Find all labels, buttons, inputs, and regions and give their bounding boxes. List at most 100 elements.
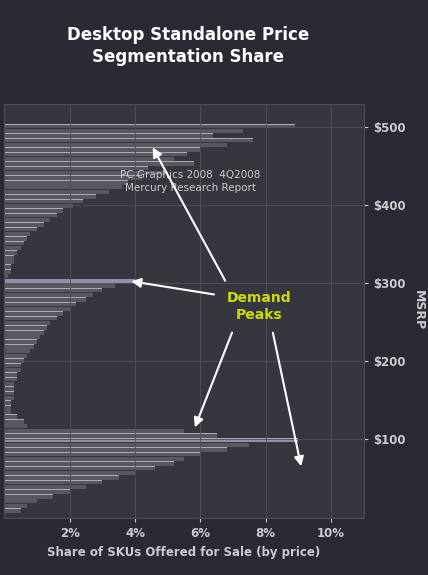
Bar <box>4 485 86 489</box>
Bar <box>4 208 63 213</box>
Bar <box>4 297 86 302</box>
Bar <box>4 288 102 289</box>
Bar <box>4 382 14 386</box>
Bar <box>4 288 102 292</box>
Bar <box>4 367 21 368</box>
Bar <box>4 147 200 152</box>
Bar <box>4 443 250 447</box>
Bar <box>4 241 24 246</box>
Bar <box>4 311 63 312</box>
Bar <box>4 405 11 406</box>
Bar <box>4 400 11 401</box>
Bar <box>4 138 253 139</box>
Bar <box>4 377 18 378</box>
Bar <box>4 419 24 420</box>
Bar <box>4 447 226 452</box>
Bar <box>4 368 21 372</box>
Bar <box>4 302 76 306</box>
Bar <box>4 185 122 189</box>
Bar <box>4 255 14 256</box>
Bar <box>4 157 174 161</box>
Bar <box>4 293 92 297</box>
Bar <box>4 269 11 270</box>
Bar <box>4 410 11 414</box>
Bar <box>4 213 56 217</box>
Bar <box>4 236 27 237</box>
Bar <box>4 471 135 475</box>
Bar <box>4 180 128 181</box>
Bar <box>4 236 27 241</box>
Bar <box>4 438 298 442</box>
Bar <box>4 279 135 283</box>
Bar <box>4 401 11 405</box>
Bar <box>4 171 168 175</box>
Bar <box>4 447 226 448</box>
Bar <box>4 227 37 228</box>
Bar <box>4 339 37 340</box>
Bar <box>4 461 174 462</box>
Bar <box>4 358 24 363</box>
Bar <box>4 217 50 218</box>
Bar <box>4 372 18 373</box>
Bar <box>4 199 83 200</box>
Bar <box>4 373 18 377</box>
Bar <box>4 410 11 411</box>
Bar <box>4 480 102 485</box>
Bar <box>4 166 148 170</box>
Bar <box>4 264 11 269</box>
Bar <box>4 124 295 125</box>
Bar <box>4 494 54 499</box>
Bar <box>4 438 298 439</box>
Bar <box>4 434 217 438</box>
Bar <box>4 264 11 265</box>
Bar <box>4 504 27 508</box>
Bar <box>4 344 34 348</box>
Bar <box>4 143 226 147</box>
Bar <box>4 489 70 494</box>
Bar <box>4 508 21 513</box>
Bar <box>4 138 253 143</box>
Bar <box>4 428 184 433</box>
Bar <box>4 480 102 481</box>
Bar <box>4 199 83 204</box>
Bar <box>4 499 37 503</box>
Bar <box>4 274 8 278</box>
Bar <box>4 316 56 317</box>
Bar <box>4 175 142 176</box>
Bar <box>4 386 14 391</box>
Bar <box>4 489 70 490</box>
Bar <box>4 316 56 320</box>
Bar <box>4 424 27 428</box>
Bar <box>4 124 295 128</box>
Bar <box>4 157 174 158</box>
Bar <box>4 386 14 387</box>
Bar <box>4 162 194 166</box>
Bar <box>4 194 96 198</box>
Bar <box>4 415 18 419</box>
Bar <box>4 466 155 467</box>
Bar <box>4 466 155 470</box>
Bar <box>4 190 109 194</box>
Bar <box>4 349 30 350</box>
Bar <box>4 306 70 307</box>
Bar <box>4 133 214 137</box>
Bar <box>4 251 18 255</box>
Bar <box>4 325 47 326</box>
Bar <box>4 232 30 236</box>
Bar <box>4 354 27 358</box>
Bar <box>4 208 63 209</box>
Bar <box>4 307 70 311</box>
Bar <box>4 204 73 208</box>
Bar <box>4 325 47 330</box>
Bar <box>4 133 214 134</box>
Bar <box>4 175 142 180</box>
Bar <box>4 377 18 381</box>
Bar <box>4 246 21 250</box>
Bar <box>4 147 200 148</box>
Bar <box>4 462 174 466</box>
Bar <box>4 260 14 265</box>
Bar <box>4 391 14 392</box>
X-axis label: Share of SKUs Offered for Sale (by price): Share of SKUs Offered for Sale (by price… <box>48 546 321 559</box>
Bar <box>4 335 40 339</box>
Bar <box>4 283 116 284</box>
